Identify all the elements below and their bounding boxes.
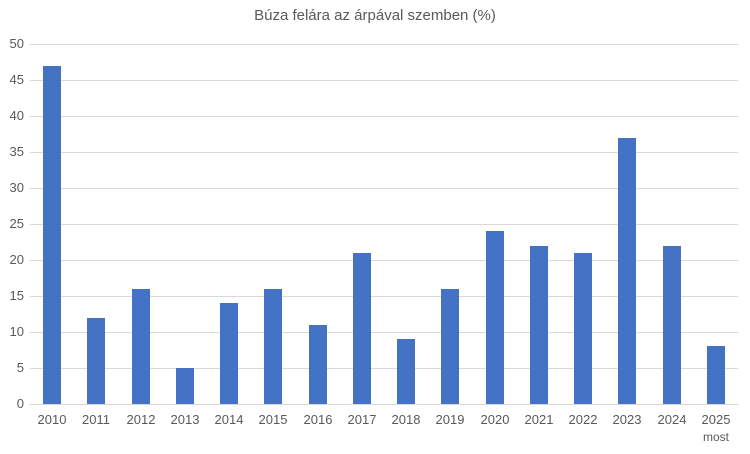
gridline [30,296,738,297]
x-tick-label: 2018 [391,412,421,427]
bar-2015 [264,289,282,404]
x-tick-label: 2012 [126,412,156,427]
y-tick-label: 45 [9,72,24,87]
y-tick-label: 20 [9,252,24,267]
gridline [30,80,738,81]
y-tick-label: 40 [9,108,24,123]
y-tick-label: 30 [9,180,24,195]
bar-2020 [486,231,504,404]
bar-2014 [220,303,238,404]
x-tick-label: 2019 [435,412,465,427]
x-tick-sublabel: most [702,430,729,444]
y-tick-label: 0 [16,396,24,411]
x-tick-label: 2010 [37,412,67,427]
gridline [30,188,738,189]
x-tick-label: 2014 [214,412,244,427]
y-tick-label: 35 [9,144,24,159]
y-tick-label: 5 [16,360,24,375]
gridline [30,44,738,45]
y-tick-label: 50 [9,36,24,51]
x-tick-label: 2023 [612,412,642,427]
x-tick-label: 2015 [258,412,288,427]
gridline [30,224,738,225]
gridline [30,260,738,261]
bar-2025 [707,346,725,404]
gridline [30,332,738,333]
y-tick-label: 10 [9,324,24,339]
bar-2021 [530,246,548,404]
bar-2010 [43,66,61,404]
bar-2023 [618,138,636,404]
y-tick-label: 25 [9,216,24,231]
x-tick-label: 2017 [347,412,377,427]
bar-2013 [176,368,194,404]
x-tick-label: 2021 [524,412,554,427]
x-tick-label: 2013 [170,412,200,427]
x-tick-label: 2011 [82,412,110,427]
x-tick-label: 2022 [568,412,598,427]
x-tick-label: 2016 [303,412,333,427]
bar-2011 [87,318,105,404]
x-tick-label: 2025 [701,412,731,427]
chart-title: Búza felára az árpával szemben (%) [254,7,496,24]
x-tick-label: 2024 [657,412,687,427]
gridline [30,368,738,369]
x-axis-line [30,404,738,405]
bar-2024 [663,246,681,404]
y-tick-label: 15 [9,288,24,303]
gridline [30,152,738,153]
bar-2012 [132,289,150,404]
x-tick-label: 2020 [480,412,510,427]
bar-2019 [441,289,459,404]
bar-2018 [397,339,415,404]
bar-2017 [353,253,371,404]
bar-2022 [574,253,592,404]
bar-2016 [309,325,327,404]
gridline [30,116,738,117]
